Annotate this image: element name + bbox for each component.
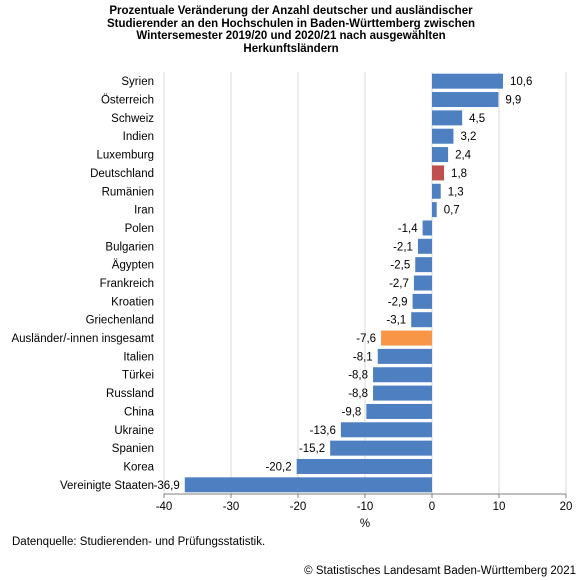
value-label: -2,1 [393,241,413,253]
category-label: China [124,406,155,418]
title-line: Wintersemester 2019/20 und 2020/21 nach … [136,30,446,43]
category-label: Ukraine [114,425,154,437]
chart-title: Prozentuale Veränderung der Anzahl deuts… [0,5,582,55]
bar [417,238,432,254]
title-line: Herkunftsländern [243,42,339,55]
category-label: Russland [106,388,154,400]
value-label: -8,1 [353,351,373,363]
value-label: 10,6 [510,76,532,88]
category-label: Korea [123,461,154,473]
x-tick-label: -20 [290,501,307,513]
data-source-note: Datenquelle: Studierenden- und Prüfungss… [12,536,266,548]
category-label: Griechenland [86,315,154,327]
category-label: Spanien [112,443,154,455]
bar [330,440,432,456]
value-label: 2,4 [455,150,472,162]
bar [412,293,432,309]
category-label: Österreich [101,95,154,107]
value-label: -15,2 [299,443,325,455]
category-label: Italien [123,351,154,363]
bar [296,458,432,474]
value-label: 1,3 [448,186,464,198]
x-axis-label: % [360,518,370,530]
category-label: Luxemburg [96,150,154,162]
value-label: -8,8 [348,370,368,382]
value-label: -1,4 [398,223,418,235]
bar [184,477,432,493]
x-tick-label: 20 [560,501,573,513]
bar [381,330,432,346]
value-label: -2,7 [389,278,409,290]
category-label: Polen [125,223,154,235]
bar [377,348,432,364]
bar [432,73,504,89]
bar [432,202,437,218]
value-label: -3,1 [386,315,406,327]
category-label: Rumänien [102,186,154,198]
value-label: 3,2 [460,131,476,143]
x-tick-label: -30 [223,501,240,513]
value-label: 9,9 [505,95,521,107]
category-label: Iran [134,205,154,217]
bar [373,385,432,401]
x-tick-label: -40 [156,501,173,513]
value-label: -13,6 [310,425,336,437]
category-label: Türkei [122,370,154,382]
bar [432,147,449,163]
category-label: Ägypten [112,260,154,272]
value-label: -2,9 [388,296,408,308]
value-label: 0,7 [444,205,460,217]
title-line: Studierender an den Hochschulen in Baden… [106,17,476,30]
bar [411,312,432,328]
category-label: Kroatien [111,296,154,308]
value-label: 4,5 [469,113,485,125]
value-label: -7,6 [356,333,376,345]
category-label: Vereinigte Staaten [60,480,154,492]
title-line: Prozentuale Veränderung der Anzahl deuts… [109,5,473,17]
category-label: Indien [123,131,154,143]
bar [422,220,432,236]
bar [432,183,441,199]
bar [366,403,432,419]
bar [432,128,454,144]
category-label: Syrien [121,76,154,88]
value-label: -9,8 [342,406,362,418]
category-label: Bulgarien [105,241,154,253]
value-label: -20,2 [265,461,291,473]
value-label: -2,5 [390,260,410,272]
x-tick-label: -10 [357,501,374,513]
bar [432,110,463,126]
copyright-note: © Statistisches Landesamt Baden-Württemb… [304,565,576,577]
category-label: Frankreich [100,278,154,290]
bar [432,165,445,181]
category-label: Schweiz [111,113,154,125]
value-label: -8,8 [348,388,368,400]
bar-chart: Syrien 10,6 Österreich 9,9 Schweiz 4,5 Indien 3… [11,72,573,530]
category-label: Ausländer/-innen insgesamt [11,333,154,345]
bar [413,275,432,291]
bar [373,367,432,383]
x-tick-label: 10 [493,501,506,513]
category-label: Deutschland [90,168,154,180]
value-label: 1,8 [451,168,467,180]
bar [432,92,499,108]
x-tick-label: 0 [429,501,435,513]
value-label: -36,9 [154,480,180,492]
bar [415,257,432,273]
bar [340,422,432,438]
